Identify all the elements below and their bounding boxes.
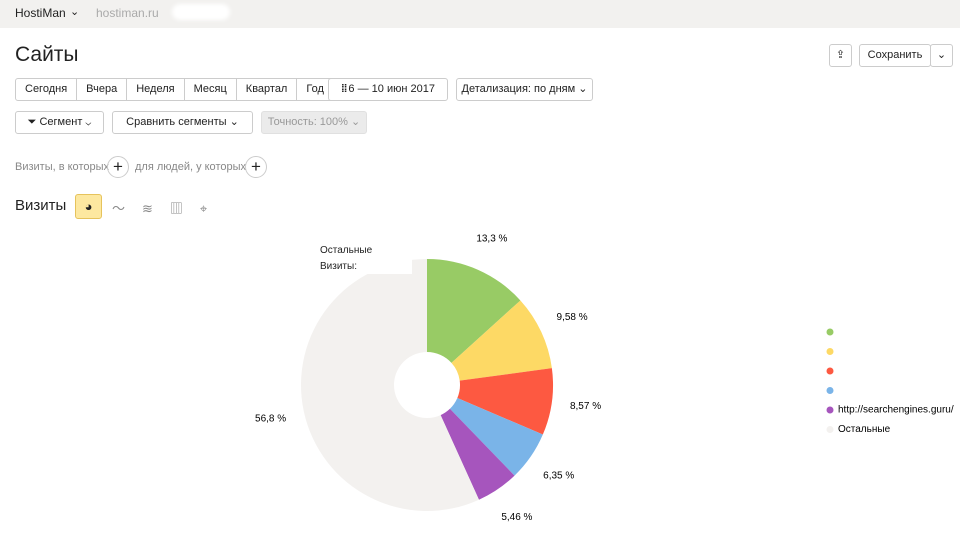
- pie-slice: [301, 259, 479, 512]
- period-button[interactable]: Вчера: [77, 79, 128, 100]
- filter-people: для людей, у которых: [135, 161, 246, 173]
- view-icons[interactable]: 〜≋▥⌖: [112, 201, 225, 216]
- tooltip-name: Остальные: [320, 245, 373, 256]
- filter-visits: Визиты, в которых: [15, 161, 109, 173]
- add-filter[interactable]: +: [107, 156, 129, 178]
- value-label: 13,3 %: [476, 233, 507, 244]
- pie-slice: [449, 397, 543, 476]
- tooltip-metric: Визиты:: [320, 261, 357, 272]
- period-button[interactable]: Неделя: [127, 79, 185, 100]
- pie-slice: [427, 259, 521, 363]
- pie-slice: [440, 408, 515, 500]
- pie-slice: [451, 300, 552, 381]
- page-title: Сайты: [15, 43, 79, 66]
- share[interactable]: ⇪: [829, 44, 852, 67]
- compare-text: Сравнить сегменты: [126, 116, 227, 128]
- site[interactable]: hostiman.ru: [96, 6, 159, 20]
- period-group: Сегодня Вчера Неделя Месяц Квартал Год: [15, 78, 334, 101]
- accuracy: Точность: 100% ⌄: [261, 111, 367, 134]
- compare[interactable]: Сравнить сегменты ⌄: [112, 111, 253, 134]
- period-button[interactable]: Месяц: [185, 79, 237, 100]
- metric: Визиты: [15, 197, 67, 214]
- add-filter[interactable]: +: [245, 156, 267, 178]
- period-button[interactable]: Год: [306, 83, 324, 95]
- legend-dot: [826, 426, 834, 433]
- legend-dot: [826, 387, 834, 394]
- detail-text: Детализация: по дням: [461, 83, 576, 95]
- segment-text: Сегмент: [39, 116, 83, 128]
- account[interactable]: HostiMan: [15, 6, 66, 20]
- pie-slice: [457, 368, 553, 435]
- date-text: 6 — 10 июн 2017: [348, 83, 435, 95]
- legend-dot: [826, 328, 834, 336]
- value-label: 5,46 %: [501, 512, 532, 523]
- value-label: 8,57 %: [570, 401, 601, 412]
- legend-dot: [826, 367, 834, 375]
- tooltip: [314, 236, 412, 274]
- legend-dot: [826, 348, 834, 355]
- value-label: 6,35 %: [543, 470, 574, 481]
- period-button[interactable]: Квартал: [237, 79, 298, 100]
- legend-dot: [826, 406, 834, 414]
- pie-view[interactable]: ◕: [75, 194, 102, 219]
- segment[interactable]: ⏷ Сегмент ⌄: [15, 111, 104, 134]
- value-label: 9,58 %: [557, 312, 588, 323]
- top-bar: HostiMan ⌄ hostiman.ru: [0, 0, 960, 28]
- legend-label: http://searchengines.guru/: [838, 405, 954, 416]
- legend-label: Остальные: [838, 424, 891, 435]
- blurred: [172, 4, 230, 20]
- value-label: 56,8 %: [255, 413, 286, 424]
- date-range[interactable]: ⁞⁞ 6 — 10 июн 2017: [328, 78, 448, 101]
- tooltip-text: Остальные Визиты:: [320, 243, 372, 275]
- save-menu[interactable]: ⌄: [930, 44, 953, 67]
- period-button[interactable]: Сегодня: [16, 79, 78, 100]
- accuracy-text: Точность: 100%: [267, 116, 348, 128]
- save[interactable]: Сохранить: [859, 44, 931, 67]
- detail[interactable]: Детализация: по дням ⌄: [456, 78, 593, 101]
